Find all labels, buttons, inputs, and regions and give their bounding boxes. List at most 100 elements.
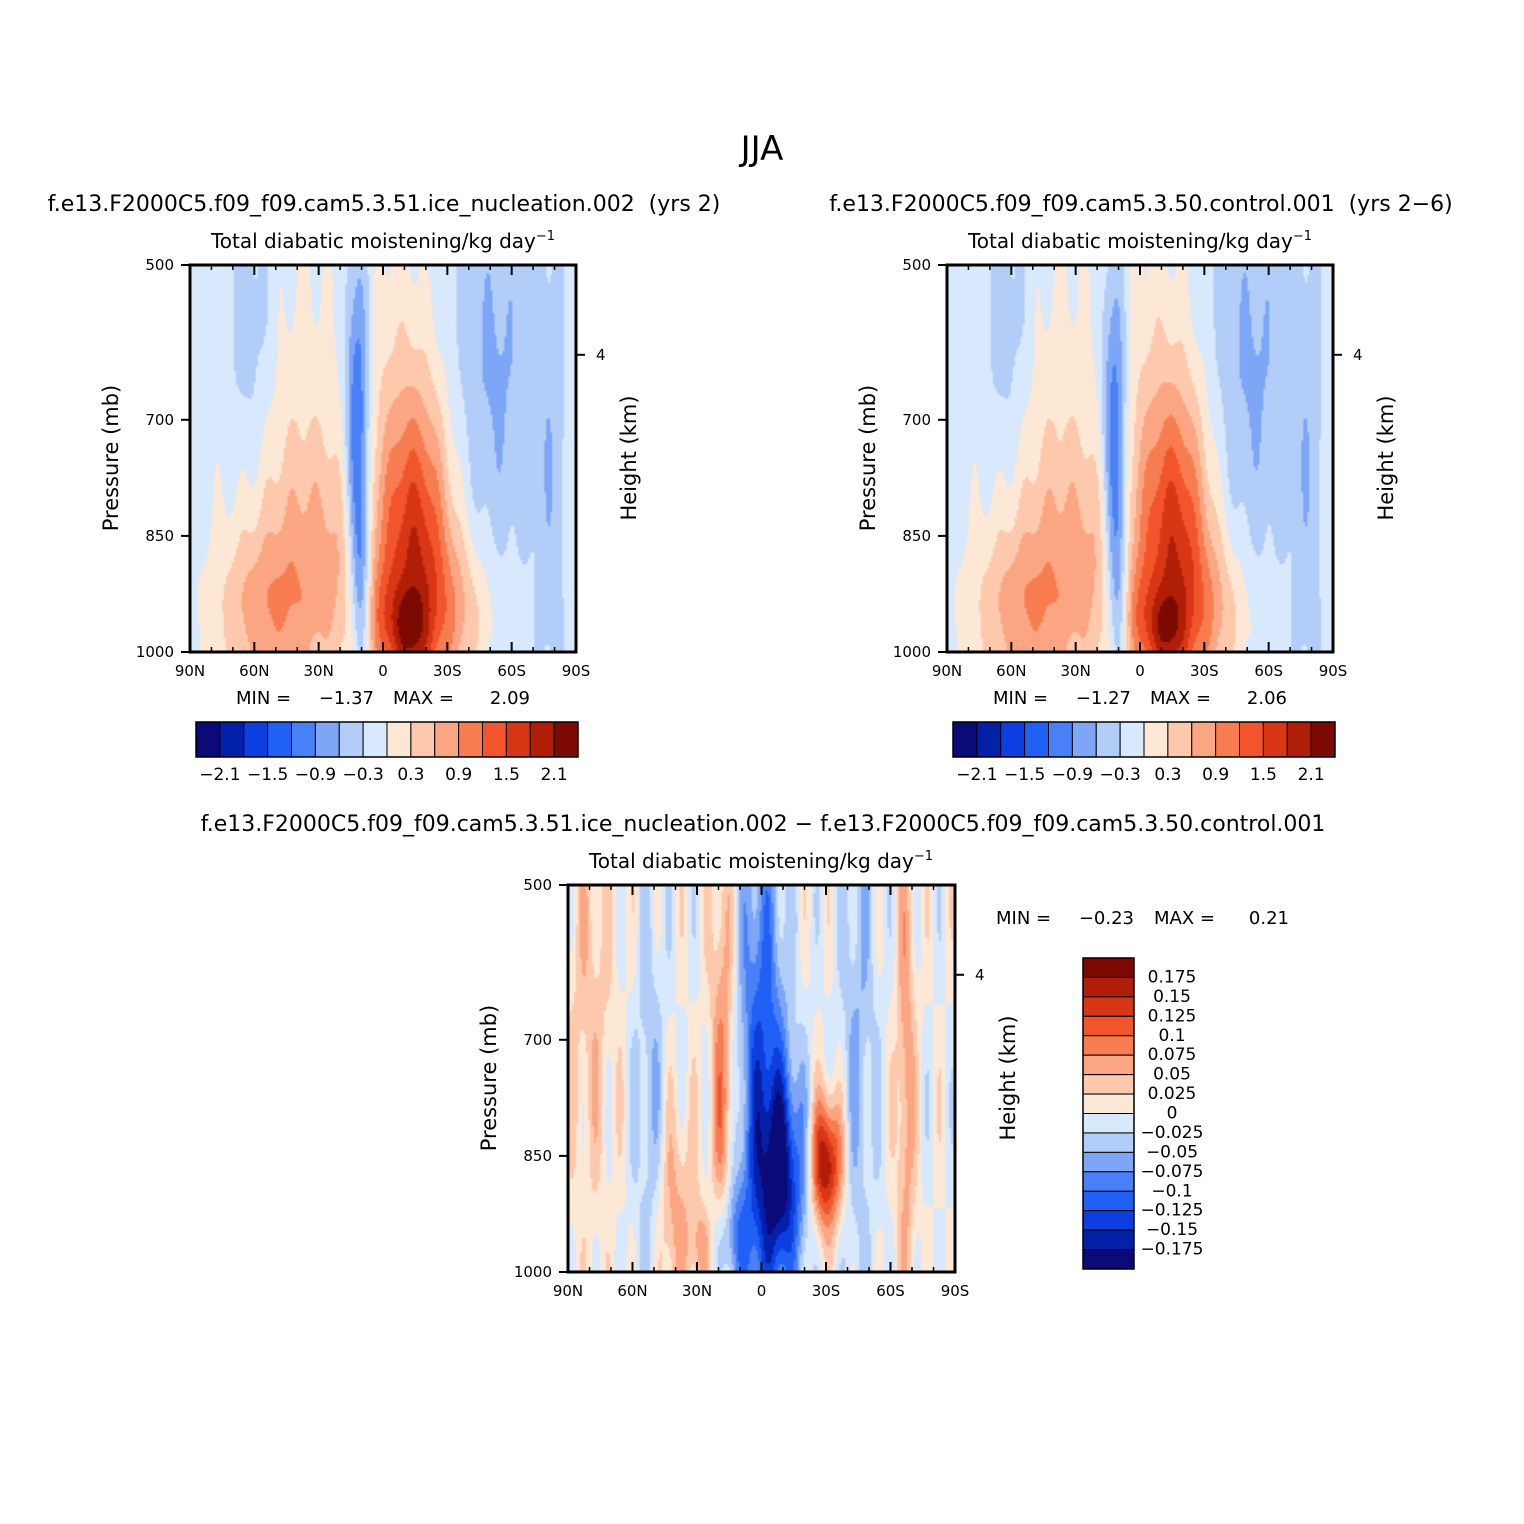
y-tick-label: 500 — [145, 256, 174, 274]
variable-title: Total diabatic moistening/kg day−1 — [588, 849, 933, 873]
colorbar-box — [482, 721, 507, 758]
colorbar-box — [1167, 721, 1193, 758]
colorbar-box — [1191, 721, 1217, 758]
panel-ice-nucleation: f.e13.F2000C5.f09_f09.cam5.3.51.ice_nucl… — [48, 192, 721, 785]
colorbar-box — [1215, 721, 1240, 758]
min-value: −1.27 — [1076, 688, 1131, 709]
right-tick-label: 4 — [596, 346, 606, 364]
colorbar-label: −0.125 — [1141, 1201, 1204, 1221]
right-axis-label: Height (km) — [617, 395, 641, 520]
right-axis: 4 — [955, 966, 985, 984]
colorbar-box — [1082, 1035, 1135, 1056]
colorbar-label: 0.05 — [1153, 1065, 1191, 1085]
x-tick-label: 90S — [562, 662, 591, 680]
right-axis-label: Height (km) — [996, 1015, 1020, 1140]
case-title: f.e13.F2000C5.f09_f09.cam5.3.51.ice_nucl… — [48, 192, 721, 217]
y-axis: 500 700 850 1000 — [893, 256, 947, 661]
variable-title-exponent: −1 — [1293, 229, 1312, 244]
colorbar-label: −0.175 — [1141, 1240, 1204, 1260]
colorbar-frame — [952, 721, 1336, 758]
y-tick-label: 500 — [523, 876, 552, 894]
colorbar-box — [1082, 957, 1135, 978]
colorbar-box — [243, 721, 269, 758]
colorbar-box — [1071, 721, 1097, 758]
colorbar-box — [1082, 1132, 1135, 1153]
colorbar-label: −0.3 — [342, 765, 383, 785]
colorbar-box — [362, 721, 388, 758]
right-axis-label: Height (km) — [1374, 395, 1398, 520]
colorbar-label: 0.025 — [1148, 1084, 1197, 1104]
y-tick-label: 500 — [902, 256, 931, 274]
colorbar: −2.1 −1.5 −0.9 −0.3 0.3 0.9 1.5 2.1 — [195, 721, 579, 785]
colorbar-box — [267, 721, 292, 758]
colorbar-box — [1000, 721, 1026, 758]
right-axis: 4 — [1333, 346, 1363, 364]
colorbar-box — [338, 721, 364, 758]
colorbar-frame — [195, 721, 579, 758]
colorbar-box — [529, 721, 555, 758]
y-axis: 500 700 850 1000 — [136, 256, 190, 661]
max-label: MAX = — [1150, 688, 1211, 709]
x-tick-label: 90N — [932, 662, 962, 680]
colorbar-label: −0.05 — [1146, 1142, 1198, 1162]
colorbar-box — [1262, 721, 1288, 758]
colorbar-box — [1095, 721, 1121, 758]
y-tick-label: 850 — [145, 527, 174, 545]
x-tick-label: 0 — [1135, 662, 1145, 680]
heatmap-field — [947, 265, 1333, 652]
x-tick-label: 60N — [617, 1282, 647, 1300]
colorbar-box — [1082, 1151, 1135, 1173]
colorbar: −2.1 −1.5 −0.9 −0.3 0.3 0.9 1.5 2.1 — [952, 721, 1336, 785]
max-label: MAX = — [1154, 908, 1215, 929]
x-tick-label: 30S — [812, 1282, 841, 1300]
min-value: −1.37 — [319, 688, 374, 709]
x-tick-label: 90S — [941, 1282, 970, 1300]
y-axis-label: Pressure (mb) — [477, 1005, 501, 1152]
x-axis: 90N 60N 30N 0 30S 60S 90S — [553, 885, 969, 1300]
colorbar-box — [1082, 996, 1135, 1017]
colorbar-box — [1024, 721, 1049, 758]
colorbar-label: 2.1 — [541, 765, 568, 785]
colorbar-label: 0.075 — [1148, 1045, 1197, 1065]
colorbar-box — [410, 721, 436, 758]
colorbar-box — [1082, 1113, 1135, 1134]
min-label: MIN = — [996, 908, 1051, 929]
variable-title-exponent: −1 — [536, 229, 555, 244]
min-value: −0.23 — [1079, 908, 1134, 929]
y-tick-label: 700 — [902, 411, 931, 429]
right-tick-label: 4 — [975, 966, 985, 984]
y-tick-label: 850 — [902, 527, 931, 545]
variable-title: Total diabatic moistening/kg day−1 — [210, 229, 555, 253]
colorbar-label: 0.3 — [397, 765, 424, 785]
variable-title: Total diabatic moistening/kg day−1 — [967, 229, 1312, 253]
max-label: MAX = — [393, 688, 454, 709]
colorbar-box — [1082, 976, 1135, 998]
colorbar-label: 0.9 — [445, 765, 472, 785]
y-tick-label: 700 — [523, 1031, 552, 1049]
y-tick-label: 700 — [145, 411, 174, 429]
x-tick-label: 60S — [497, 662, 526, 680]
y-tick-label: 1000 — [136, 643, 174, 661]
x-tick-label: 90S — [1319, 662, 1348, 680]
colorbar-box — [1082, 1249, 1135, 1270]
min-label: MIN = — [993, 688, 1048, 709]
colorbar-frame — [1082, 957, 1135, 1270]
colorbar-label: 0.175 — [1148, 967, 1197, 987]
heatmap-field — [190, 265, 576, 652]
x-tick-label: 30S — [1190, 662, 1219, 680]
colorbar-box — [1119, 721, 1145, 758]
x-tick-label: 60N — [996, 662, 1026, 680]
colorbar-box — [1082, 1054, 1135, 1076]
colorbar-box — [458, 721, 483, 758]
colorbar-label: 0 — [1167, 1104, 1178, 1124]
colorbar-box — [1310, 721, 1336, 758]
colorbar-box — [1082, 1171, 1135, 1192]
y-tick-label: 1000 — [893, 643, 931, 661]
colorbar-box — [976, 721, 1002, 758]
colorbar-label: −1.5 — [247, 765, 288, 785]
figure-title: JJA — [739, 129, 784, 169]
colorbar: 0.1750.150.1250.10.0750.050.0250−0.025−0… — [1082, 957, 1204, 1270]
colorbar-box — [1143, 721, 1169, 758]
colorbar-label: −0.9 — [295, 765, 336, 785]
y-tick-label: 1000 — [514, 1263, 552, 1281]
